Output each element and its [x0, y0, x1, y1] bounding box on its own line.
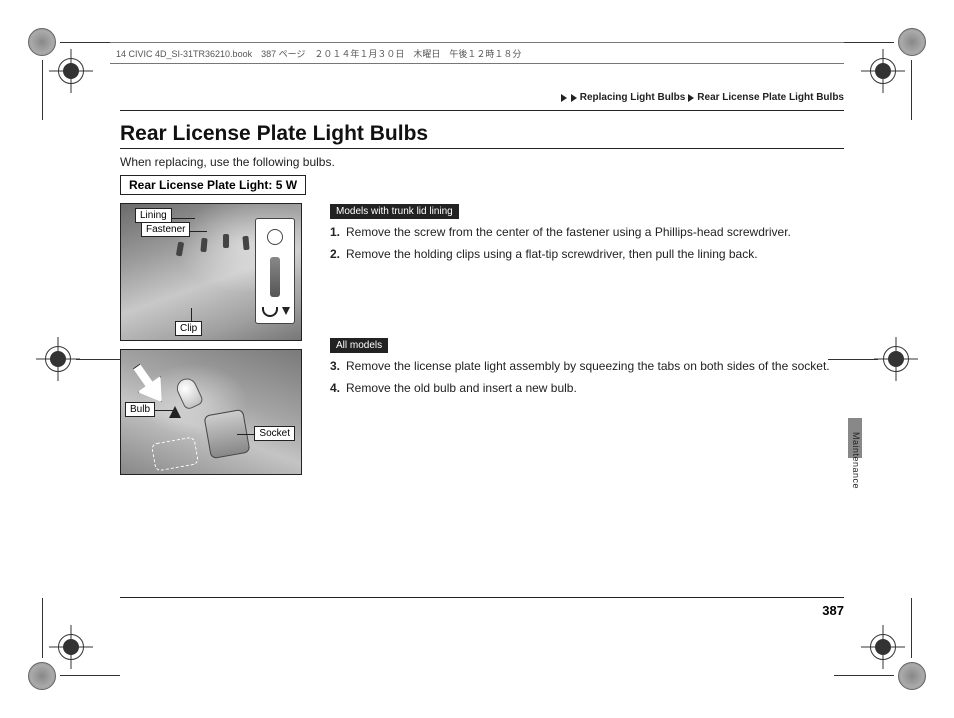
step-text: Remove the old bulb and insert a new bul… [346, 379, 844, 397]
callout-fastener: Fastener [141, 222, 190, 237]
callout-bulb: Bulb [125, 402, 155, 417]
step-number: 3. [330, 357, 346, 375]
step-item: 3. Remove the license plate light assemb… [330, 357, 844, 375]
step-text: Remove the holding clips using a flat-ti… [346, 245, 844, 263]
header-book-info: 14 CIVIC 4D_SI-31TR36210.book 387 ページ ２０… [116, 47, 521, 60]
page-title: Rear License Plate Light Bulbs [120, 122, 844, 146]
section-label: Maintenance [851, 432, 861, 489]
crop-mark-bottom-left [28, 630, 88, 690]
crop-mark-bottom-right [866, 630, 926, 690]
figures-column: Lining Fastener Clip Bulb Socket [120, 203, 310, 483]
page-number: 387 [822, 603, 844, 618]
figure-fastener-detail [255, 218, 295, 324]
breadcrumb-arrow-icon [561, 94, 567, 102]
breadcrumb-level2: Rear License Plate Light Bulbs [697, 92, 844, 103]
callout-lining: Lining [135, 208, 172, 223]
breadcrumb: Replacing Light Bulbs Rear License Plate… [560, 92, 844, 103]
crop-mark-top-left [28, 28, 88, 88]
content: Rear License Plate Light Bulbs When repl… [120, 122, 844, 483]
step-text: Remove the license plate light assembly … [346, 357, 844, 375]
crop-mark-mid-left [28, 329, 88, 389]
breadcrumb-arrow-icon [688, 94, 694, 102]
step-number: 1. [330, 223, 346, 241]
model-tag: All models [330, 338, 388, 353]
breadcrumb-level1: Replacing Light Bulbs [580, 92, 686, 103]
step-number: 2. [330, 245, 346, 263]
figure-bulb-socket: Bulb Socket [120, 349, 302, 475]
step-list: 1. Remove the screw from the center of t… [330, 223, 844, 263]
steps-column: Models with trunk lid lining 1. Remove t… [330, 203, 844, 483]
breadcrumb-arrow-icon [571, 94, 577, 102]
rule-title [120, 148, 844, 149]
intro-text: When replacing, use the following bulbs. [120, 155, 844, 169]
step-list: 3. Remove the license plate light assemb… [330, 357, 844, 397]
up-arrow-icon [169, 406, 181, 418]
crop-mark-top-right [866, 28, 926, 88]
callout-socket: Socket [254, 426, 295, 441]
rule-bottom [120, 597, 844, 598]
step-item: 2. Remove the holding clips using a flat… [330, 245, 844, 263]
rule-top [120, 110, 844, 111]
step-item: 1. Remove the screw from the center of t… [330, 223, 844, 241]
spec-box: Rear License Plate Light: 5 W [120, 175, 306, 195]
figure-trunk-lining: Lining Fastener Clip [120, 203, 302, 341]
callout-clip: Clip [175, 321, 202, 336]
step-number: 4. [330, 379, 346, 397]
model-tag: Models with trunk lid lining [330, 204, 459, 219]
header-strip: 14 CIVIC 4D_SI-31TR36210.book 387 ページ ２０… [110, 42, 844, 64]
crop-mark-mid-right [866, 329, 926, 389]
step-text: Remove the screw from the center of the … [346, 223, 844, 241]
step-item: 4. Remove the old bulb and insert a new … [330, 379, 844, 397]
